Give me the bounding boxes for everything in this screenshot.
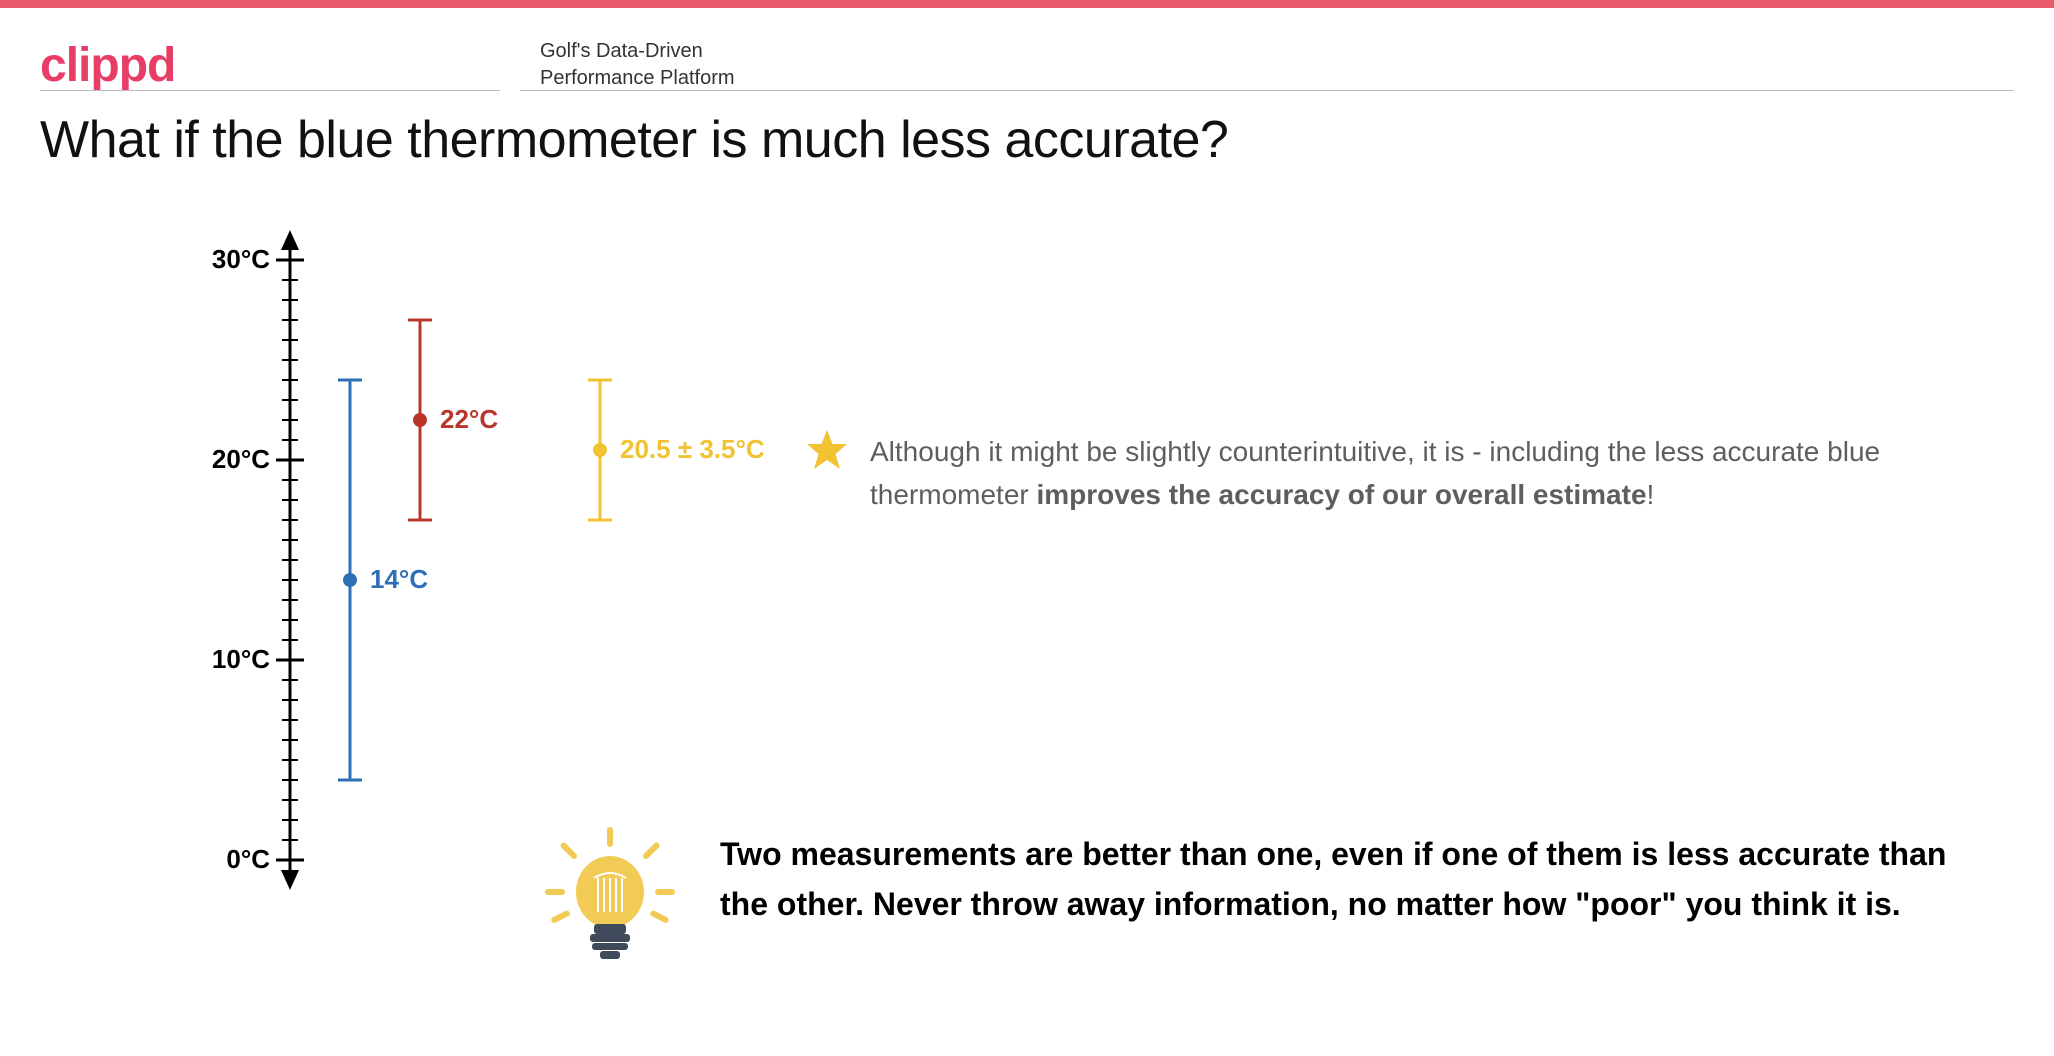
axis-tick-label: 30°C (190, 244, 270, 275)
series-label-blue: 14°C (370, 564, 428, 595)
lightbulb-icon (530, 820, 690, 980)
axis-tick-label: 20°C (190, 444, 270, 475)
series-label-yellow: 20.5 ± 3.5°C (620, 434, 765, 465)
axis-tick-label: 10°C (190, 644, 270, 675)
explanation-bold: improves the accuracy of our overall est… (1037, 479, 1647, 510)
logo: clippd (40, 38, 175, 93)
series-label-red: 22°C (440, 404, 498, 435)
header: clippd Golf's Data-Driven Performance Pl… (40, 20, 2014, 90)
tagline: Golf's Data-Driven Performance Platform (540, 38, 735, 92)
chart-svg (140, 230, 840, 930)
divider-right (520, 90, 2014, 91)
divider-left (40, 90, 500, 91)
thermometer-chart: 0°C 10°C 20°C 30°C 14°C 22°C 20.5 ± 3.5°C (140, 230, 840, 930)
tagline-line-2: Performance Platform (540, 65, 735, 92)
star-icon (804, 428, 850, 479)
axis-tick-label: 0°C (190, 844, 270, 875)
slide: clippd Golf's Data-Driven Performance Pl… (0, 0, 2054, 1056)
explanation-text: Although it might be slightly counterint… (870, 430, 1994, 517)
page-title: What if the blue thermometer is much les… (40, 110, 1228, 170)
tagline-line-1: Golf's Data-Driven (540, 38, 735, 65)
explanation-post: ! (1647, 479, 1655, 510)
conclusion-text: Two measurements are better than one, ev… (720, 830, 1994, 929)
accent-bar (0, 0, 2054, 8)
